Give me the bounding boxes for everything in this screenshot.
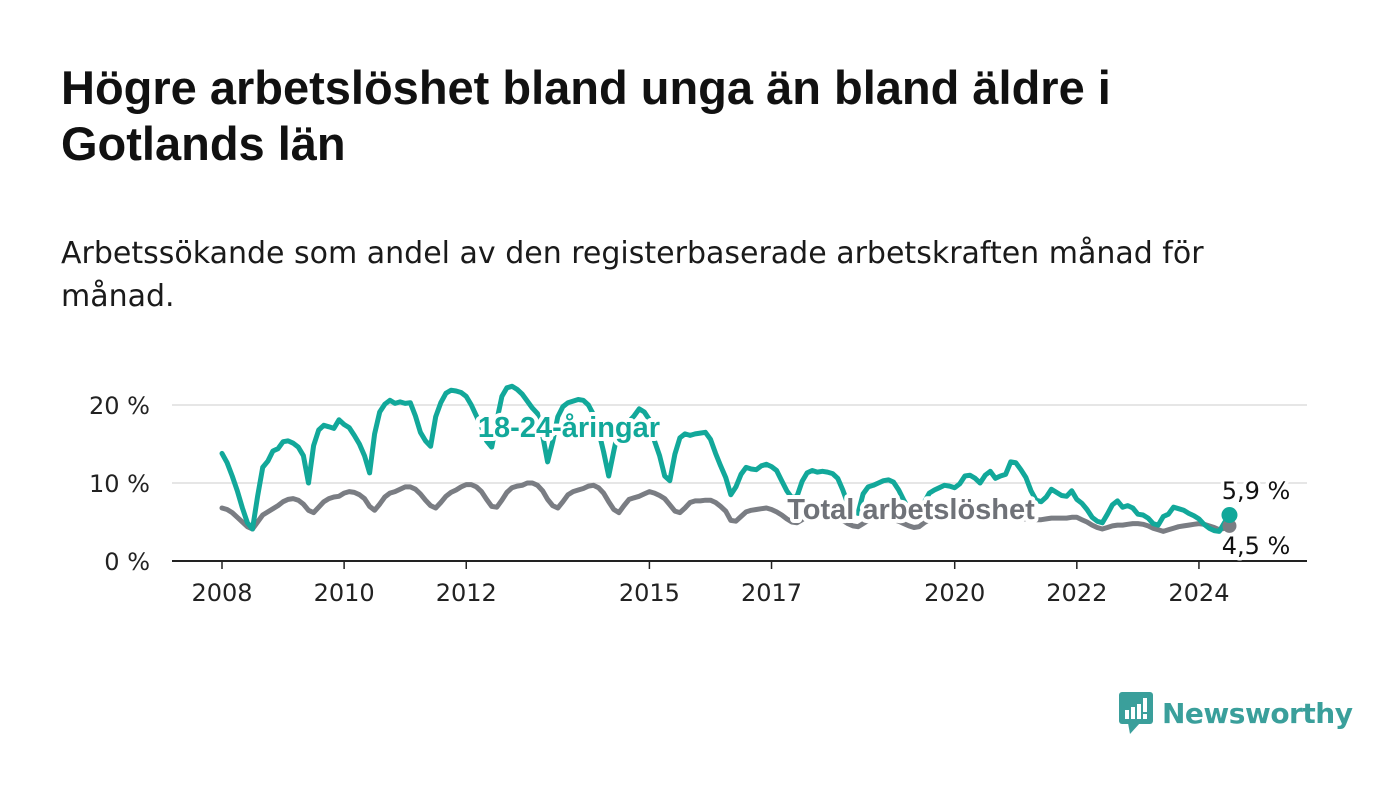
x-tick-label: 2012 bbox=[436, 579, 497, 607]
x-tick-label: 2024 bbox=[1168, 579, 1229, 607]
y-tick-label: 20 % bbox=[89, 392, 150, 420]
series-line-total bbox=[219, 480, 1232, 534]
series-label-18-24-halo: 18-24-åringar bbox=[478, 412, 660, 444]
x-tick-label: 2017 bbox=[741, 579, 802, 607]
newsworthy-logo: Newsworthy bbox=[1118, 690, 1353, 736]
series-end-point-18-24 bbox=[1221, 506, 1238, 523]
series-label-18-24: 18-24-åringar bbox=[478, 412, 660, 444]
series-label-total: Total arbetslöshet bbox=[787, 494, 1035, 526]
series-line-18-24 bbox=[219, 383, 1232, 534]
brand-name: Newsworthy bbox=[1162, 696, 1353, 730]
newsworthy-logo-icon bbox=[1119, 692, 1153, 734]
x-tick-label: 2010 bbox=[314, 579, 375, 607]
end-value-label-18-24-halo: 5,9 % bbox=[1222, 477, 1291, 505]
end-value-label-total: 4,5 % bbox=[1222, 532, 1291, 560]
x-tick-label: 2015 bbox=[619, 579, 680, 607]
series-end-point-total bbox=[1222, 518, 1237, 533]
chart-title: Högre arbetslöshet bland unga än bland ä… bbox=[61, 61, 1111, 170]
x-tick-label: 2022 bbox=[1046, 579, 1107, 607]
x-tick-label: 2020 bbox=[924, 579, 985, 607]
end-value-label-total-halo: 4,5 % bbox=[1222, 532, 1291, 560]
chart-subtitle: Arbetssökande som andel av den registerb… bbox=[61, 236, 1204, 314]
y-tick-label: 10 % bbox=[89, 470, 150, 498]
end-value-label-18-24: 5,9 % bbox=[1222, 477, 1291, 505]
y-tick-label: 0 % bbox=[104, 548, 150, 576]
series-label-total-halo: Total arbetslöshet bbox=[787, 494, 1035, 526]
x-tick-label: 2008 bbox=[191, 579, 252, 607]
